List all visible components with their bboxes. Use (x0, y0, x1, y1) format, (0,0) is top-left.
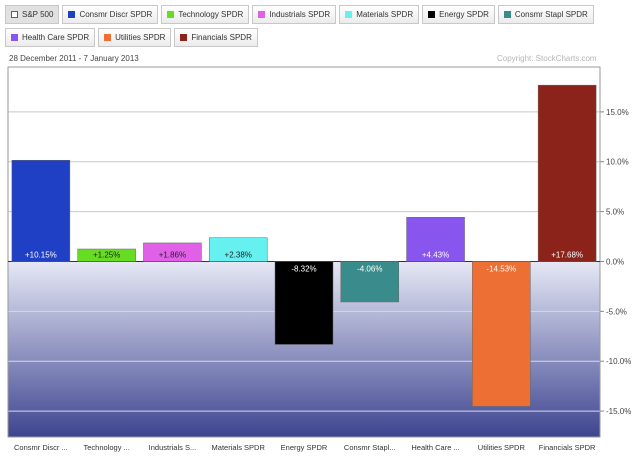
y-tick-label: 15.0% (606, 108, 629, 117)
bar (11, 159, 71, 262)
bar (340, 261, 400, 303)
x-category-label: Consmr Discr ... (14, 443, 68, 452)
legend-item[interactable]: Consmr Discr SPDR (62, 5, 159, 24)
y-tick-label: 5.0% (606, 208, 624, 217)
x-category-label: Industrials S... (149, 443, 197, 452)
plot-positive-area (8, 67, 600, 262)
bar (143, 242, 202, 262)
bar-value-label: +10.15% (25, 250, 57, 259)
bar-value-label: +17.68% (551, 250, 583, 259)
copyright: Copyright: StockCharts.com (497, 54, 597, 63)
legend-swatch (258, 11, 266, 18)
legend-label: Consmr Stapl SPDR (514, 10, 588, 19)
legend-swatch (503, 11, 511, 18)
bar-value-label: +4.43% (422, 250, 449, 259)
legend-swatch (345, 11, 353, 18)
legend-swatch (11, 34, 18, 41)
legend-swatch (104, 34, 112, 41)
legend-item[interactable]: Industrials SPDR (252, 5, 337, 24)
legend-label: Financials SPDR (191, 33, 252, 42)
legend-item[interactable]: Health Care SPDR (5, 28, 96, 47)
x-category-label: Materials SPDR (212, 443, 266, 452)
legend-swatch (167, 11, 175, 18)
legend-label: Materials SPDR (356, 10, 414, 19)
legend-label: Technology SPDR (178, 10, 244, 19)
bar-value-label: +1.25% (93, 250, 120, 259)
bars: +10.15% +1.25% +1.86% +2.38% -8.32% -4.06% +4.… (11, 84, 597, 407)
y-tick-label: 0.0% (606, 257, 624, 266)
legend-item[interactable]: S&P 500 (5, 5, 60, 24)
legend-item[interactable]: Financials SPDR (174, 28, 258, 47)
bar (77, 248, 136, 262)
legend: S&P 500 Consmr Discr SPDR Technology SPDR I… (5, 5, 635, 51)
x-axis: Consmr Discr ... Technology ... Industrial… (14, 443, 596, 452)
date-range: 28 December 2011 - 7 January 2013 (9, 54, 139, 63)
plot-frame (7, 66, 601, 438)
legend-row: Health Care SPDR Utilities SPDR Financials… (5, 28, 635, 47)
x-category-label: Financials SPDR (539, 443, 596, 452)
legend-label: Consmr Discr SPDR (79, 10, 153, 19)
bar (274, 261, 334, 345)
y-axis: 15.0% 10.0% 5.0% 0.0% -5.0% -10.0% -15.0% (600, 108, 631, 416)
bar-value-label: -8.32% (291, 264, 316, 273)
legend-item[interactable]: Utilities SPDR (98, 28, 172, 47)
legend-item[interactable]: Consmr Stapl SPDR (497, 5, 594, 24)
legend-label: Utilities SPDR (115, 33, 166, 42)
y-tick-label: -10.0% (606, 357, 631, 366)
legend-label: Industrials SPDR (269, 10, 331, 19)
x-category-label: Health Care ... (411, 443, 459, 452)
y-tick-label: -15.0% (606, 407, 631, 416)
bar (208, 237, 268, 262)
legend-label: Energy SPDR (439, 10, 489, 19)
y-tick-label: 10.0% (606, 158, 629, 167)
legend-swatch (180, 34, 188, 41)
y-tick-label: -5.0% (606, 307, 627, 316)
legend-label: Health Care SPDR (22, 33, 90, 42)
legend-swatch (68, 11, 76, 18)
legend-row: S&P 500 Consmr Discr SPDR Technology SPDR I… (5, 5, 635, 24)
legend-item[interactable]: Technology SPDR (161, 5, 250, 24)
x-category-label: Consmr Stapl... (344, 443, 396, 452)
bar-value-label: -4.06% (357, 264, 382, 273)
legend-swatch (428, 11, 436, 18)
legend-item[interactable]: Energy SPDR (422, 5, 495, 24)
bar-value-label: +1.86% (159, 250, 186, 259)
x-category-label: Technology ... (84, 443, 130, 452)
legend-swatch (11, 11, 18, 18)
bar (472, 261, 531, 407)
x-category-label: Utilities SPDR (478, 443, 526, 452)
legend-label: S&P 500 (22, 10, 54, 19)
x-category-label: Energy SPDR (281, 443, 328, 452)
bar (537, 84, 597, 262)
legend-item[interactable]: Materials SPDR (339, 5, 420, 24)
bar-value-label: +2.38% (225, 250, 252, 259)
bar-value-label: -14.53% (486, 264, 516, 273)
bar (406, 217, 465, 262)
